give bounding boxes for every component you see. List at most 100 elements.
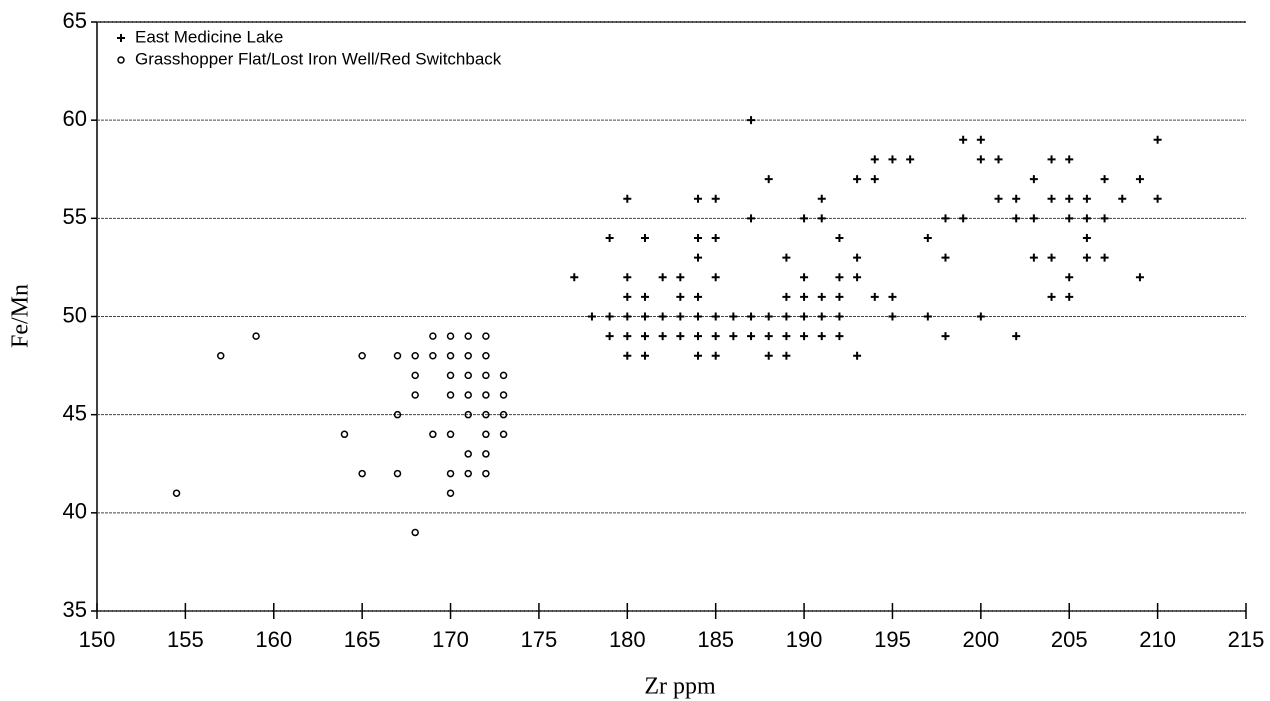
data-point	[1012, 214, 1021, 223]
data-point	[1082, 214, 1091, 223]
data-point	[694, 194, 703, 203]
data-point	[782, 312, 791, 321]
legend-label: East Medicine Lake	[135, 27, 283, 46]
data-point	[482, 410, 490, 419]
data-point	[800, 292, 809, 301]
data-point	[694, 332, 703, 341]
data-point	[393, 469, 402, 478]
data-point	[711, 273, 720, 282]
data-point	[711, 194, 720, 203]
data-point	[694, 292, 703, 301]
y-tick-label: 60	[63, 106, 87, 131]
data-point	[1135, 273, 1144, 282]
data-point	[658, 312, 667, 321]
data-point	[658, 332, 667, 341]
data-point	[694, 312, 703, 321]
data-point	[482, 430, 490, 439]
y-tick-label: 35	[63, 597, 87, 622]
data-point	[1065, 214, 1074, 223]
data-point	[694, 351, 703, 360]
data-point	[358, 469, 366, 478]
data-point	[446, 489, 455, 497]
data-point	[482, 450, 490, 458]
data-point	[623, 194, 632, 203]
data-point	[764, 351, 773, 360]
data-point	[853, 175, 862, 184]
data-point	[764, 332, 773, 341]
data-point	[729, 312, 738, 321]
data-point	[835, 273, 844, 282]
data-point	[835, 292, 844, 301]
data-point	[429, 332, 437, 340]
data-point	[1065, 155, 1074, 164]
data-point	[853, 273, 862, 282]
data-point	[464, 410, 472, 419]
data-point	[782, 292, 791, 301]
data-point	[817, 332, 826, 341]
data-point	[499, 410, 508, 419]
data-point	[800, 332, 809, 341]
data-point	[482, 371, 490, 380]
data-point	[1012, 194, 1021, 203]
data-point	[464, 391, 472, 399]
data-point	[976, 155, 985, 164]
data-point	[411, 352, 419, 360]
data-point	[923, 233, 932, 242]
data-point	[429, 430, 437, 439]
data-point	[1153, 135, 1162, 144]
data-point	[747, 214, 756, 223]
y-tick-label: 65	[63, 8, 87, 33]
y-tick-label: 50	[63, 302, 87, 327]
x-tick-label: 175	[521, 627, 558, 652]
data-point	[994, 155, 1003, 164]
x-axis-label: Zr ppm	[644, 674, 716, 700]
data-point	[640, 233, 649, 242]
data-point	[429, 352, 437, 360]
data-point	[464, 352, 472, 360]
data-point	[216, 352, 225, 360]
data-point	[464, 450, 472, 458]
data-point	[640, 312, 649, 321]
data-point	[1029, 175, 1038, 184]
data-point	[800, 214, 809, 223]
data-point	[446, 391, 455, 399]
data-point	[835, 233, 844, 242]
data-point	[499, 391, 508, 399]
data-point	[676, 332, 685, 341]
data-point	[623, 312, 632, 321]
data-point	[482, 469, 490, 478]
data-point	[923, 312, 932, 321]
data-point	[1065, 273, 1074, 282]
data-point	[482, 391, 490, 399]
x-tick-label: 215	[1228, 627, 1265, 652]
data-point	[853, 351, 862, 360]
x-tick-label: 205	[1051, 627, 1088, 652]
data-point	[676, 312, 685, 321]
data-point	[658, 273, 667, 282]
data-point	[393, 352, 402, 360]
x-tick-label: 180	[609, 627, 646, 652]
data-point	[994, 194, 1003, 203]
x-tick-label: 195	[874, 627, 911, 652]
data-point	[1047, 292, 1056, 301]
data-point	[711, 332, 720, 341]
data-point	[1082, 233, 1091, 242]
data-point	[817, 292, 826, 301]
data-point	[888, 292, 897, 301]
data-point	[482, 332, 490, 340]
x-tick-label: 160	[255, 627, 292, 652]
data-point	[906, 155, 915, 164]
x-tick-label: 165	[344, 627, 381, 652]
legend-marker	[117, 34, 125, 42]
data-point	[411, 391, 419, 399]
data-point	[605, 332, 614, 341]
y-tick-label: 40	[63, 499, 87, 524]
data-point	[1065, 194, 1074, 203]
legend-marker	[117, 56, 125, 64]
data-point	[782, 351, 791, 360]
data-point	[1047, 194, 1056, 203]
data-point	[835, 312, 844, 321]
data-point	[482, 352, 490, 360]
data-point	[747, 116, 756, 125]
y-tick-label: 45	[63, 400, 87, 425]
